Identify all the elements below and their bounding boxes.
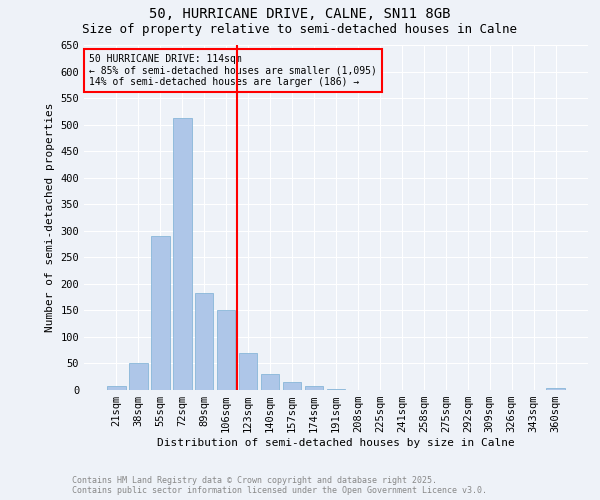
Bar [129,363,148,390]
Bar [283,382,301,390]
Bar [305,386,323,390]
Bar [151,236,170,390]
Text: 50, HURRICANE DRIVE, CALNE, SN11 8GB: 50, HURRICANE DRIVE, CALNE, SN11 8GB [149,8,451,22]
Bar [107,386,125,390]
Bar [217,310,235,390]
Bar [239,353,257,390]
Text: 50 HURRICANE DRIVE: 114sqm
← 85% of semi-detached houses are smaller (1,095)
14%: 50 HURRICANE DRIVE: 114sqm ← 85% of semi… [89,54,377,87]
Bar [547,388,565,390]
Bar [326,389,346,390]
Bar [173,118,191,390]
Bar [261,374,280,390]
Y-axis label: Number of semi-detached properties: Number of semi-detached properties [45,103,55,332]
Text: Contains HM Land Registry data © Crown copyright and database right 2025.
Contai: Contains HM Land Registry data © Crown c… [72,476,487,495]
X-axis label: Distribution of semi-detached houses by size in Calne: Distribution of semi-detached houses by … [157,438,515,448]
Text: Size of property relative to semi-detached houses in Calne: Size of property relative to semi-detach… [83,22,517,36]
Bar [195,293,214,390]
